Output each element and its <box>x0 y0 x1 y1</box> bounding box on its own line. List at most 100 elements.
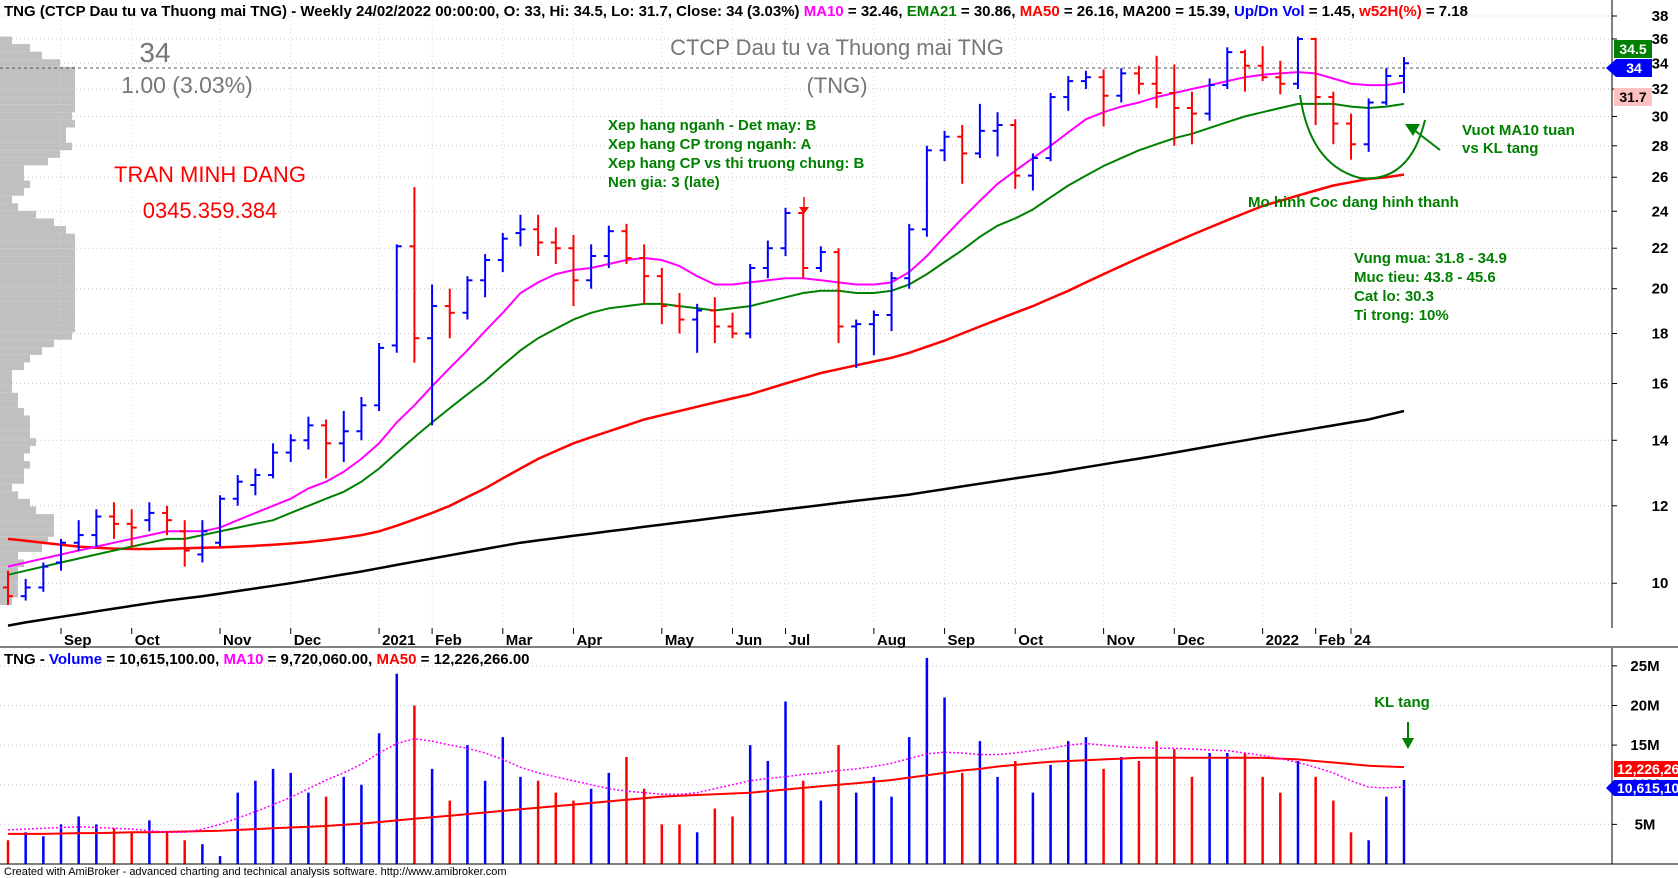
close-price-tag: 34 <box>1606 59 1652 77</box>
ohlc-bar <box>56 538 67 571</box>
ohlc-bar <box>639 244 650 304</box>
header-segment-4: = 30.86, <box>957 3 1020 20</box>
ohlc-bar <box>621 223 632 264</box>
volume-profile-bar <box>0 142 72 151</box>
header-segment-0: TNG - <box>4 651 49 668</box>
time-tick-label: Jun <box>736 632 763 649</box>
volume-profile-bar <box>0 286 75 295</box>
volume-profile-bar <box>0 89 75 98</box>
ohlc-bar <box>1204 78 1215 121</box>
time-tick-label: May <box>665 632 695 649</box>
ohlc-bar <box>1098 69 1109 127</box>
down-arrow-marker <box>799 197 809 214</box>
ohlc-bar <box>73 520 84 551</box>
volume-profile-bar <box>0 551 18 560</box>
ohlc-bar <box>939 130 950 162</box>
volume-profile-bar <box>0 226 66 234</box>
volume-profile-bar <box>0 476 24 484</box>
volume-profile-bar <box>0 97 75 105</box>
volume-profile-bar <box>0 529 54 537</box>
ohlc-bar <box>144 502 155 532</box>
ohlc-bar <box>285 434 296 463</box>
ohlc-bar <box>1169 64 1180 146</box>
header-segment-0: TNG (CTCP Dau tu va Thuong mai TNG) - We… <box>4 3 804 20</box>
volume-profile-bar <box>0 241 75 249</box>
volume-profile-bar <box>0 294 75 302</box>
header-segment-6: = 26.16, MA200 = 15.39, <box>1060 3 1234 20</box>
header-segment-1: MA10 <box>804 3 844 20</box>
volume-profile-bar <box>0 195 12 204</box>
price-tick-label: 16 <box>1652 376 1669 393</box>
rating-in-industry: Xep hang CP trong nganh: A <box>608 136 811 153</box>
ohlc-bar <box>462 276 473 320</box>
volume-profile-bar <box>0 506 36 515</box>
price-tick-label: 22 <box>1652 240 1669 257</box>
header-segment-1: Volume <box>49 651 102 668</box>
volume-profile-bar <box>0 430 30 439</box>
volume-profile-bar <box>0 423 30 431</box>
low-price-tag: 31.7 <box>1614 88 1652 106</box>
footer-credit: Created with AmiBroker - advanced charti… <box>4 866 507 878</box>
price-tick-label: 12 <box>1652 498 1669 515</box>
volume-profile-bar <box>0 66 75 75</box>
volume-profile-bar <box>0 59 60 67</box>
time-tick-label: Apr <box>576 632 602 649</box>
price-tick-label: 38 <box>1652 8 1669 25</box>
ma10-note-line1: Vuot MA10 tuan <box>1462 122 1575 139</box>
volume-profile-bar <box>0 324 75 333</box>
ohlc-bar <box>1186 91 1197 145</box>
price-axis-ticks: 10 12 14 16 18 20 22 24 26 28 30 32 34 36 38 <box>1612 8 1669 592</box>
time-tick-label: Feb <box>435 632 462 649</box>
volume-profile-bar <box>0 370 12 378</box>
ohlc-bar <box>391 244 402 353</box>
ohlc-bar <box>91 509 102 547</box>
ma50-volume-tag: 12,226,266 <box>1614 761 1678 777</box>
svg-text:34.5: 34.5 <box>1619 41 1646 57</box>
svg-text:31.7: 31.7 <box>1619 89 1646 105</box>
volume-profile-bar <box>0 218 54 227</box>
volume-profile-bar <box>0 316 75 325</box>
ohlc-bar <box>497 233 508 273</box>
ohlc-bar <box>533 214 544 257</box>
volume-profile-bar <box>0 248 75 257</box>
ohlc-bar <box>1222 47 1233 90</box>
ohlc-bar <box>480 254 491 298</box>
volume-profile-bar <box>0 210 36 219</box>
ohlc-bar <box>851 319 862 368</box>
svg-text:34: 34 <box>1626 60 1642 76</box>
ohlc-bar <box>1133 65 1144 95</box>
ohlc-bar <box>1080 70 1091 90</box>
ohlc-bar <box>1116 68 1127 103</box>
volume-tick-label: 20M <box>1630 697 1659 714</box>
ohlc-bar <box>338 410 349 463</box>
ohlc-bar <box>1399 57 1409 94</box>
price-tick-label: 30 <box>1652 108 1669 125</box>
svg-text:10,615,100: 10,615,100 <box>1617 780 1678 796</box>
volume-profile-bar <box>0 354 30 363</box>
volume-profile-bar <box>0 514 54 522</box>
price-tick-label: 26 <box>1652 169 1669 186</box>
ohlc-bar <box>1292 36 1303 90</box>
ohlc-bar <box>1239 49 1250 92</box>
time-tick-label: Sep <box>948 632 976 649</box>
time-tick-label: Feb <box>1319 632 1346 649</box>
volume-profile-bar <box>0 392 18 401</box>
time-tick-label: Aug <box>877 632 906 649</box>
author-phone: 0345.359.384 <box>143 198 278 223</box>
svg-text:12,226,266: 12,226,266 <box>1617 761 1678 777</box>
volume-profile-bar <box>0 453 24 462</box>
ohlc-bar <box>215 495 226 547</box>
time-tick-label: Jul <box>789 632 811 649</box>
ohlc-bar <box>780 207 791 257</box>
volume-profile-bar <box>0 521 54 530</box>
ohlc-bar <box>1151 55 1162 109</box>
ohlc-bar <box>674 292 685 334</box>
ma10-note-arrow <box>1405 124 1441 151</box>
ohlc-bar <box>603 225 614 268</box>
price-tick-label: 28 <box>1652 138 1669 155</box>
volume-profile-bar <box>0 491 18 499</box>
ohlc-bar <box>1257 46 1268 82</box>
volume-ma50-line <box>8 756 1405 835</box>
volume-marks <box>6 657 1406 864</box>
volume-profile-bar <box>0 82 75 90</box>
